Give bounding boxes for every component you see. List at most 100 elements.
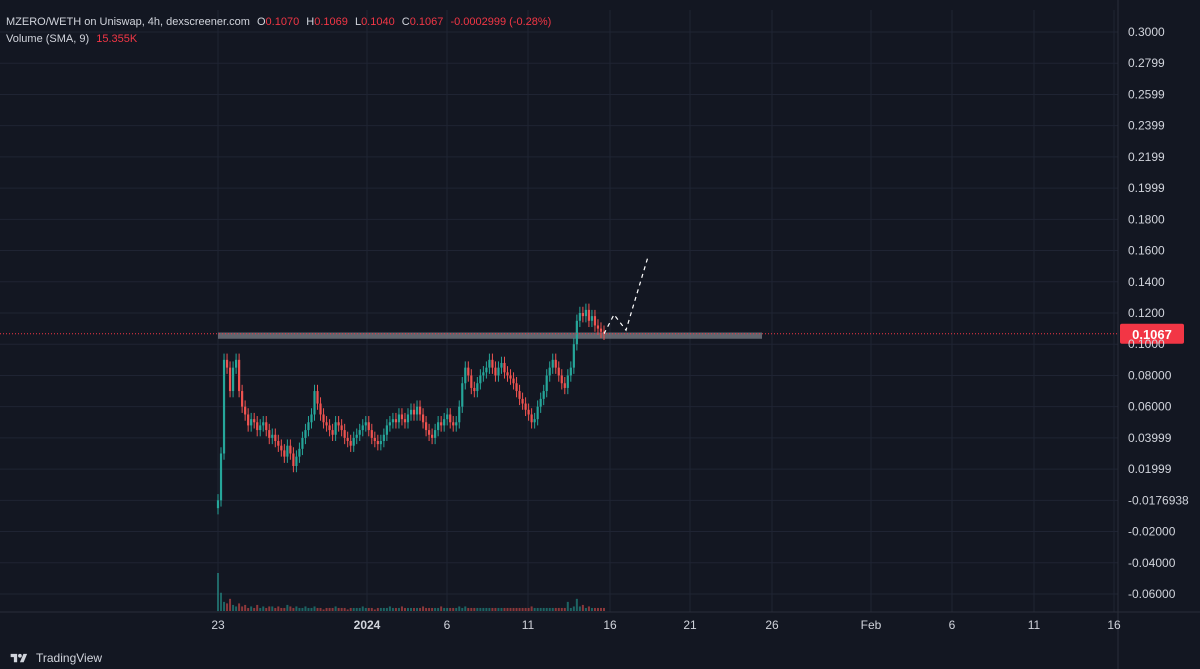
candle-body [310, 414, 313, 423]
candles [216, 303, 606, 515]
volume-bar [367, 607, 370, 611]
volume-bar [539, 607, 542, 611]
candle-body [533, 419, 536, 423]
candle-body [424, 422, 428, 431]
volume-bar [262, 606, 265, 611]
volume-bar [349, 607, 352, 611]
candle-body [427, 430, 431, 435]
volume-bar [352, 607, 355, 611]
candle-body [500, 362, 503, 368]
volume-bar [449, 607, 452, 611]
candle-body [322, 414, 325, 423]
candle-body [216, 500, 220, 509]
volume-bar [575, 598, 578, 611]
volume-bar [289, 606, 292, 611]
candle-body [512, 378, 515, 384]
candle-body [349, 441, 352, 446]
volume-bar [545, 607, 548, 611]
candle-body [268, 430, 271, 438]
low-label: L [354, 16, 362, 28]
footer-brand[interactable]: TradingView [8, 651, 102, 665]
candle-body [578, 313, 581, 321]
volume-bar [388, 606, 391, 611]
candle-body [228, 367, 232, 392]
price-tick-label: 0.2199 [1128, 150, 1165, 164]
candle-body [449, 414, 452, 423]
candle-body [452, 422, 455, 426]
candle-body [385, 425, 388, 435]
volume-bar [569, 607, 572, 611]
volume-bar [235, 606, 238, 611]
high-value: 0.1069 [314, 16, 348, 28]
candle-body [364, 422, 367, 426]
change-value: -0.0002999 (-0.28%) [450, 16, 552, 28]
volume-indicator-label[interactable]: Volume (SMA, 9) [6, 33, 90, 45]
close-value: 0.1067 [409, 16, 444, 28]
candle-body [225, 359, 229, 368]
volume-bar [419, 607, 422, 611]
tradingview-brand-label: TradingView [36, 651, 103, 665]
volume-bar [599, 607, 602, 611]
candle-body [241, 391, 244, 407]
volume-bar [512, 607, 515, 611]
volume-bar [494, 607, 497, 611]
candle-body [545, 375, 548, 392]
candle-body [491, 359, 494, 368]
time-tick-label: 26 [765, 618, 779, 632]
candle-body [536, 406, 539, 420]
candle-body [361, 425, 364, 431]
candle-body [316, 391, 319, 404]
candle-body [325, 422, 328, 426]
candle-body [539, 398, 542, 407]
candle-body [295, 456, 298, 466]
candle-body [304, 430, 307, 438]
candle-body [488, 359, 491, 368]
candle-body [431, 434, 434, 438]
volume-bar [298, 607, 301, 611]
time-tick-label: 6 [444, 618, 451, 632]
volume-bar [238, 603, 241, 611]
volume-bar [410, 607, 412, 611]
price-tick-label: -0.04000 [1128, 556, 1176, 570]
candle-body [494, 367, 497, 376]
volume-bar [358, 607, 361, 611]
price-axis[interactable]: 0.3000 0.2799 0.2599 0.2399 0.2199 0.1999 0.18… [1117, 0, 1189, 669]
volume-bar [223, 601, 226, 611]
volume-bar [524, 607, 527, 611]
candle-body [355, 434, 358, 438]
candle-body [584, 309, 588, 317]
price-tick-label: 0.2799 [1128, 56, 1165, 70]
price-tick-label: 0.2599 [1128, 87, 1165, 101]
volume-bar [361, 606, 364, 611]
candle-body [370, 430, 373, 438]
candle-body [563, 383, 566, 388]
time-tick-label: 16 [1107, 618, 1121, 632]
volume-bar [536, 607, 539, 611]
volume-bar [593, 607, 596, 611]
candle-body [265, 422, 268, 431]
volume-bar [277, 606, 280, 611]
volume-bar [485, 607, 488, 611]
volume-bar [446, 607, 449, 611]
volume-bar [394, 607, 397, 611]
volume-bar [253, 607, 256, 611]
volume-bar [382, 607, 385, 611]
volume-bar [268, 606, 271, 611]
candle-body [476, 383, 479, 392]
candle-body [599, 328, 603, 332]
time-axis[interactable]: 23 2024 6 11 16 21 26 Feb 6 11 16 [0, 611, 1200, 632]
symbol-title[interactable]: MZERO/WETH on Uniswap, 4h, dexscreener.c… [6, 16, 250, 28]
volume-bar [316, 607, 319, 611]
candle-body [328, 425, 331, 431]
candle-body [497, 367, 500, 376]
volume-bar [259, 607, 262, 611]
candle-body [406, 414, 410, 423]
volume-bar [503, 607, 506, 611]
last-price-label-bg [1120, 323, 1184, 344]
support-zone-rect [218, 332, 762, 339]
volume-bar [521, 607, 524, 611]
candle-body [518, 391, 521, 399]
volume-bar [364, 607, 367, 611]
volume-bar [461, 607, 464, 611]
